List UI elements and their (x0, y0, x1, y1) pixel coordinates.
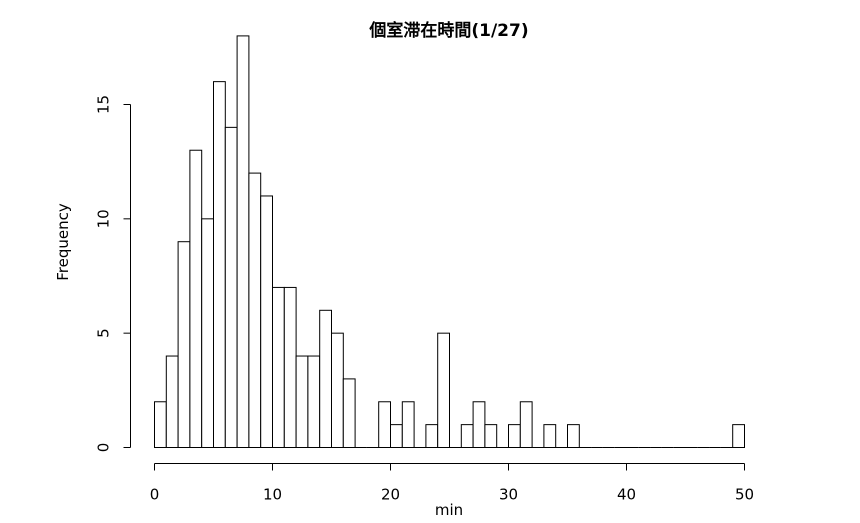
histogram-bar (307, 355, 321, 448)
histogram-bar (319, 309, 333, 448)
histogram-bar (260, 195, 274, 448)
x-axis-label: min (435, 501, 463, 519)
y-tick-label: 5 (95, 328, 113, 338)
histogram-bar (519, 401, 533, 448)
histogram-bar (236, 35, 250, 449)
x-axis: 0 10 20 30 40 50 (150, 463, 754, 504)
histogram-bar (390, 424, 403, 448)
y-axis-label: Frequency (54, 203, 72, 281)
histogram-bar (567, 424, 580, 448)
histogram-bar (272, 286, 285, 448)
histogram-bar (165, 355, 179, 448)
histogram-bar (460, 424, 474, 448)
y-tick-label: 0 (95, 443, 113, 453)
histogram-bar (732, 424, 746, 448)
histogram-bar (213, 81, 226, 448)
histogram-bar (201, 218, 214, 448)
y-tick-label: 15 (95, 95, 113, 114)
histogram-bar (437, 332, 451, 448)
x-tick-label: 50 (735, 486, 754, 504)
histogram-bar (224, 126, 238, 448)
histogram-bar (425, 424, 439, 448)
histogram-bar (189, 149, 203, 448)
histogram-bar (283, 286, 297, 448)
histogram-bar (331, 332, 344, 448)
histogram-bar (401, 401, 415, 448)
histogram-bar (154, 401, 167, 448)
histogram-bar (378, 401, 392, 448)
histogram-bar (295, 355, 309, 448)
histogram-bar (508, 424, 521, 448)
histogram-bar (248, 172, 262, 448)
y-tick-label: 10 (95, 209, 113, 228)
x-tick-label: 20 (381, 486, 400, 504)
histogram-bar (342, 378, 356, 448)
x-tick-label: 40 (617, 486, 636, 504)
x-tick-label: 0 (150, 486, 160, 504)
bars-group (154, 35, 746, 449)
histogram-bar (472, 401, 486, 448)
histogram-bar (484, 424, 498, 448)
x-tick-label: 30 (499, 486, 518, 504)
x-tick-label: 10 (263, 486, 282, 504)
histogram-bar (543, 424, 557, 448)
histogram-bar (177, 241, 191, 448)
y-axis: 0 5 10 15 (95, 95, 131, 452)
chart-title: 個室滞在時間(1/27) (368, 20, 528, 41)
